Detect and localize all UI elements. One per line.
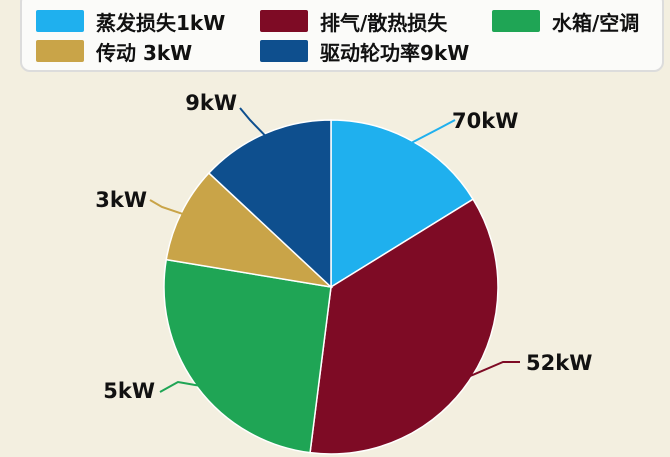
pie-data-label: 5kW: [103, 379, 155, 403]
chart-legend: 蒸发损失1kW 排气/散热损失 水箱/空调 传动 3kW 驱动轮功率9kW: [20, 0, 664, 72]
pie-data-label: 3kW: [95, 188, 147, 212]
legend-label: 排气/散热损失: [320, 10, 448, 35]
legend-item-evaporation-loss: 蒸发损失1kW: [36, 7, 225, 35]
legend-item-wheel-power: 驱动轮功率9kW: [260, 37, 469, 65]
pie-slices: [163, 119, 499, 455]
legend-swatch: [36, 10, 84, 32]
pie-labels: 70kW 52kW 5kW 3kW 9kW: [95, 91, 592, 403]
legend-label: 水箱/空调: [552, 10, 640, 35]
pie-data-label: 70kW: [452, 109, 518, 133]
pie-data-label: 9kW: [185, 91, 237, 115]
legend-swatch: [260, 40, 308, 62]
pie-leader-line: [410, 119, 456, 144]
legend-item-exhaust-heat-loss: 排气/散热损失: [260, 7, 447, 35]
pie-leader-line: [239, 107, 266, 137]
pie-slice: [163, 258, 332, 454]
pie-leader-line: [149, 199, 184, 216]
pie-slice: [330, 119, 475, 289]
legend-item-radiator-ac: 水箱/空调: [492, 7, 639, 35]
pie-leader-line: [469, 361, 520, 378]
pie-leader-lines: [149, 107, 520, 393]
pie-slice: [309, 198, 499, 455]
legend-label: 驱动轮功率9kW: [320, 40, 470, 65]
pie-data-label: 52kW: [526, 351, 592, 375]
legend-item-transmission: 传动 3kW: [36, 37, 192, 65]
legend-label: 传动 3kW: [96, 40, 193, 65]
legend-label: 蒸发损失1kW: [96, 10, 226, 35]
legend-swatch: [492, 10, 540, 32]
legend-swatch: [260, 10, 308, 32]
pie-leader-line: [159, 380, 199, 393]
legend-swatch: [36, 40, 84, 62]
